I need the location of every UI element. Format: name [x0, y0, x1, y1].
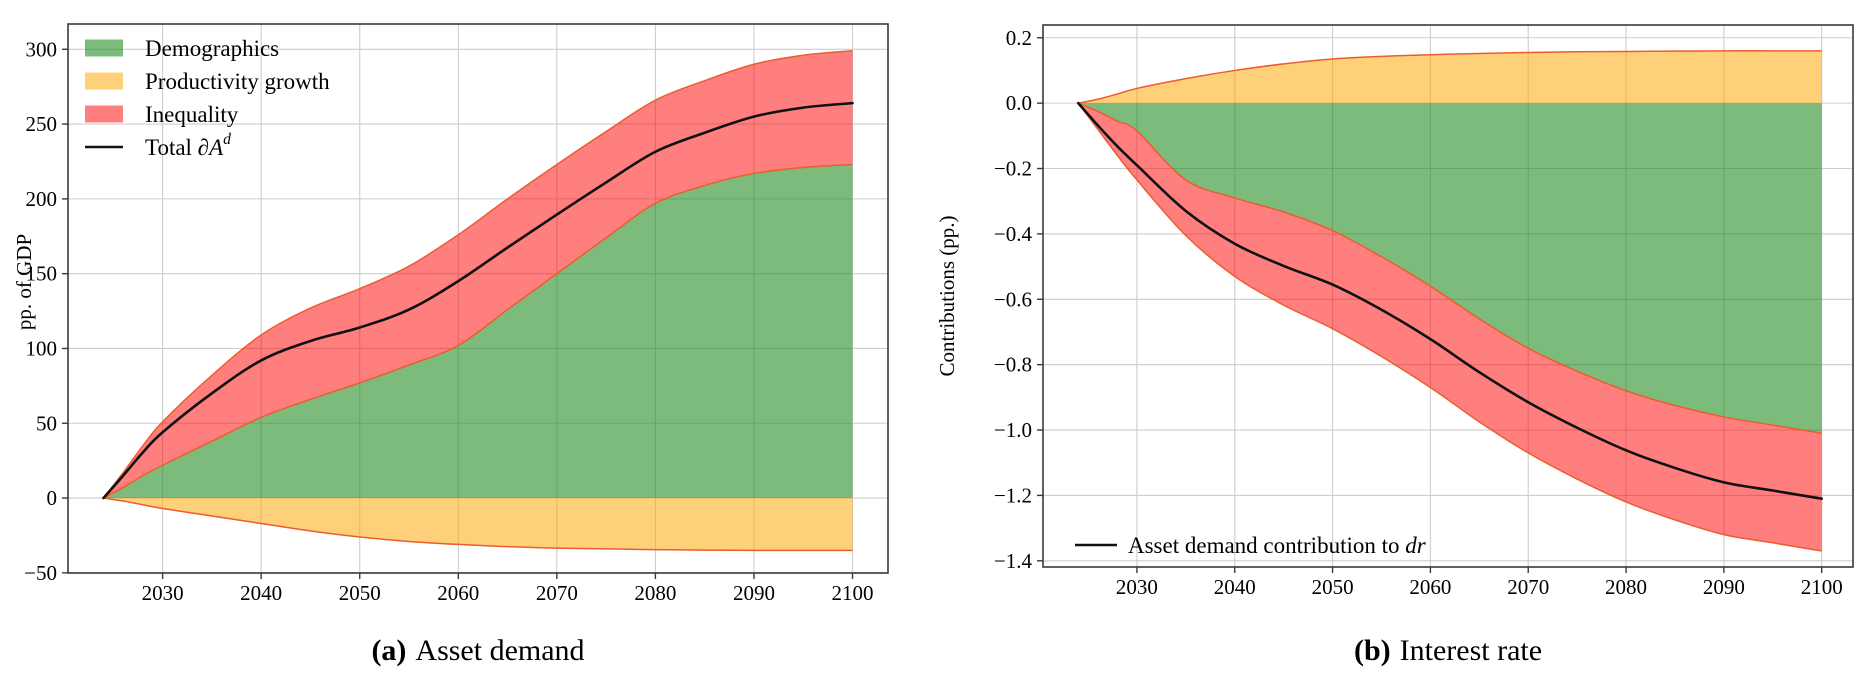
panel-b-area-productivity-growth [1078, 50, 1822, 104]
panel-b-x-tick-label-2060: 2060 [1409, 575, 1451, 599]
panel-b-edge-productivity-growth [1078, 50, 1822, 104]
panel-b-edge-inequality [1077, 102, 1822, 552]
panel-b-frame [1042, 24, 1854, 568]
panel-b-x-tick-label-2030: 2030 [1116, 575, 1158, 599]
panel-a-legend-swatch-0 [85, 39, 123, 57]
panel-a-legend-swatch-1 [85, 72, 123, 90]
caption-a-label: (a) [371, 634, 407, 667]
panel-a-y-tick-label-50: 50 [36, 411, 57, 435]
panel-a-area-inequality [103, 50, 853, 499]
panel-b-x-tick-label-2040: 2040 [1214, 575, 1256, 599]
panel-b-y-tick-label--0.6: −0.6 [994, 287, 1032, 311]
panel-b-areas [1076, 50, 1823, 552]
panel-a-y-tick-label-100: 100 [26, 336, 58, 360]
panel-a-x-tick-label-2100: 2100 [832, 581, 874, 605]
panel-b-ticks: 2030 2040 2050 2060 2070 2080 2090 2100 −1.4 −1.2… [994, 26, 1843, 599]
panel-b-x-tick-label-2050: 2050 [1312, 575, 1354, 599]
panel-a-legend-label-2-part-0: Inequality [145, 102, 239, 127]
figure-svg: 2030 2040 2050 2060 2070 2080 2090 2100 −50 0 50 10… [12, 23, 1854, 605]
panel-a-area-productivity-growth [103, 498, 853, 551]
panel-a-x-tick-label-2070: 2070 [536, 581, 578, 605]
panel-b-y-tick-label--1.2: −1.2 [994, 483, 1032, 507]
panel-b-legend-label-total-part-0: Asset demand contribution to [1128, 533, 1405, 558]
panel-a-x-tick-label-2040: 2040 [240, 581, 282, 605]
panel-b-edge-demographics [1077, 102, 1822, 435]
caption-a-text: Asset demand [415, 634, 585, 667]
panel-b-y-tick-label--1: −1.0 [994, 418, 1032, 442]
panel-a: 2030 2040 2050 2060 2070 2080 2090 2100 −50 0 50 10… [12, 23, 889, 605]
panel-b-legend-label-total: Asset demand contribution to dr [1128, 533, 1427, 558]
panel-a-legend-label-1: Productivity growth [145, 69, 330, 94]
panel-a-legend-swatch-2 [85, 105, 123, 123]
panel-b-y-tick-label--0.4: −0.4 [994, 222, 1033, 246]
panel-b-x-tick-label-2080: 2080 [1605, 575, 1647, 599]
panel-b-area-demographics [1078, 103, 1822, 434]
panel-b-total-line [1076, 101, 1823, 500]
panel-b-y-tick-label--1.4: −1.4 [994, 549, 1033, 573]
panel-b-x-tick-label-2070: 2070 [1507, 575, 1549, 599]
panel-a-frame [67, 23, 889, 574]
panel-b: 2030 2040 2050 2060 2070 2080 2090 2100 −1.4 −1.2… [935, 24, 1854, 599]
panel-a-total-line [102, 101, 854, 500]
panel-b-y-tick-label-0.2: 0.2 [1006, 26, 1032, 50]
panel-a-legend-label-total-part-1: A [207, 135, 224, 160]
panel-b-y-tick-label--0.2: −0.2 [994, 157, 1032, 181]
caption-b-text: Interest rate [1399, 634, 1543, 667]
panel-a-y-tick-label-200: 200 [26, 187, 58, 211]
panel-a-y-tick-label--50: −50 [24, 561, 57, 585]
panel-a-y-tick-label-0: 0 [47, 486, 58, 510]
panel-a-legend-label-total-part-2: d [223, 131, 231, 148]
panel-a-ylabel: pp. of GDP [12, 234, 36, 330]
panel-b-y-tick-label--0.8: −0.8 [994, 353, 1032, 377]
panel-a-legend-label-total-part-0: Total ∂ [145, 135, 209, 160]
panel-a-legend-label-0: Demographics [145, 36, 279, 61]
panel-b-legend: Asset demand contribution to dr [1075, 533, 1427, 558]
caption-b-label: (b) [1353, 634, 1391, 667]
panel-a-edge-productivity-growth [103, 497, 853, 552]
panel-a-y-tick-label-250: 250 [26, 112, 58, 136]
panel-a-legend-label-2: Inequality [145, 102, 239, 127]
panel-b-x-tick-label-2100: 2100 [1801, 575, 1843, 599]
panel-a-legend-label-0-part-0: Demographics [145, 36, 279, 61]
panel-b-area-inequality [1078, 103, 1822, 551]
panel-a-legend-label-1-part-0: Productivity growth [145, 69, 330, 94]
panel-a-edge-demographics [103, 163, 853, 499]
panel-a-ticks: 2030 2040 2050 2060 2070 2080 2090 2100 −50 0 50 10… [24, 37, 873, 605]
panel-a-legend-label-total: Total ∂Ad [145, 131, 231, 160]
panel-a-legend: Demographics Productivity growth Inequalit… [85, 36, 330, 160]
panel-a-x-tick-label-2030: 2030 [142, 581, 184, 605]
panel-a-x-tick-label-2060: 2060 [437, 581, 479, 605]
panel-a-area-demographics [103, 164, 853, 499]
panel-a-x-tick-label-2050: 2050 [339, 581, 381, 605]
panel-a-y-tick-label-300: 300 [26, 37, 58, 61]
panel-a-y-tick-label-150: 150 [26, 262, 58, 286]
panel-a-x-tick-label-2080: 2080 [634, 581, 676, 605]
panel-a-edge-inequality [102, 50, 853, 499]
panel-b-x-tick-label-2090: 2090 [1703, 575, 1745, 599]
panel-b-y-tick-label-0: 0.0 [1006, 91, 1032, 115]
caption-a: (a) Asset demand [68, 634, 888, 668]
panel-a-x-tick-label-2090: 2090 [733, 581, 775, 605]
panel-b-ylabel: Contributions (pp.) [935, 215, 959, 376]
caption-b: (b) Interest rate [1043, 634, 1853, 668]
panel-a-areas [102, 50, 854, 552]
panel-b-legend-label-total-part-1: dr [1405, 533, 1427, 558]
